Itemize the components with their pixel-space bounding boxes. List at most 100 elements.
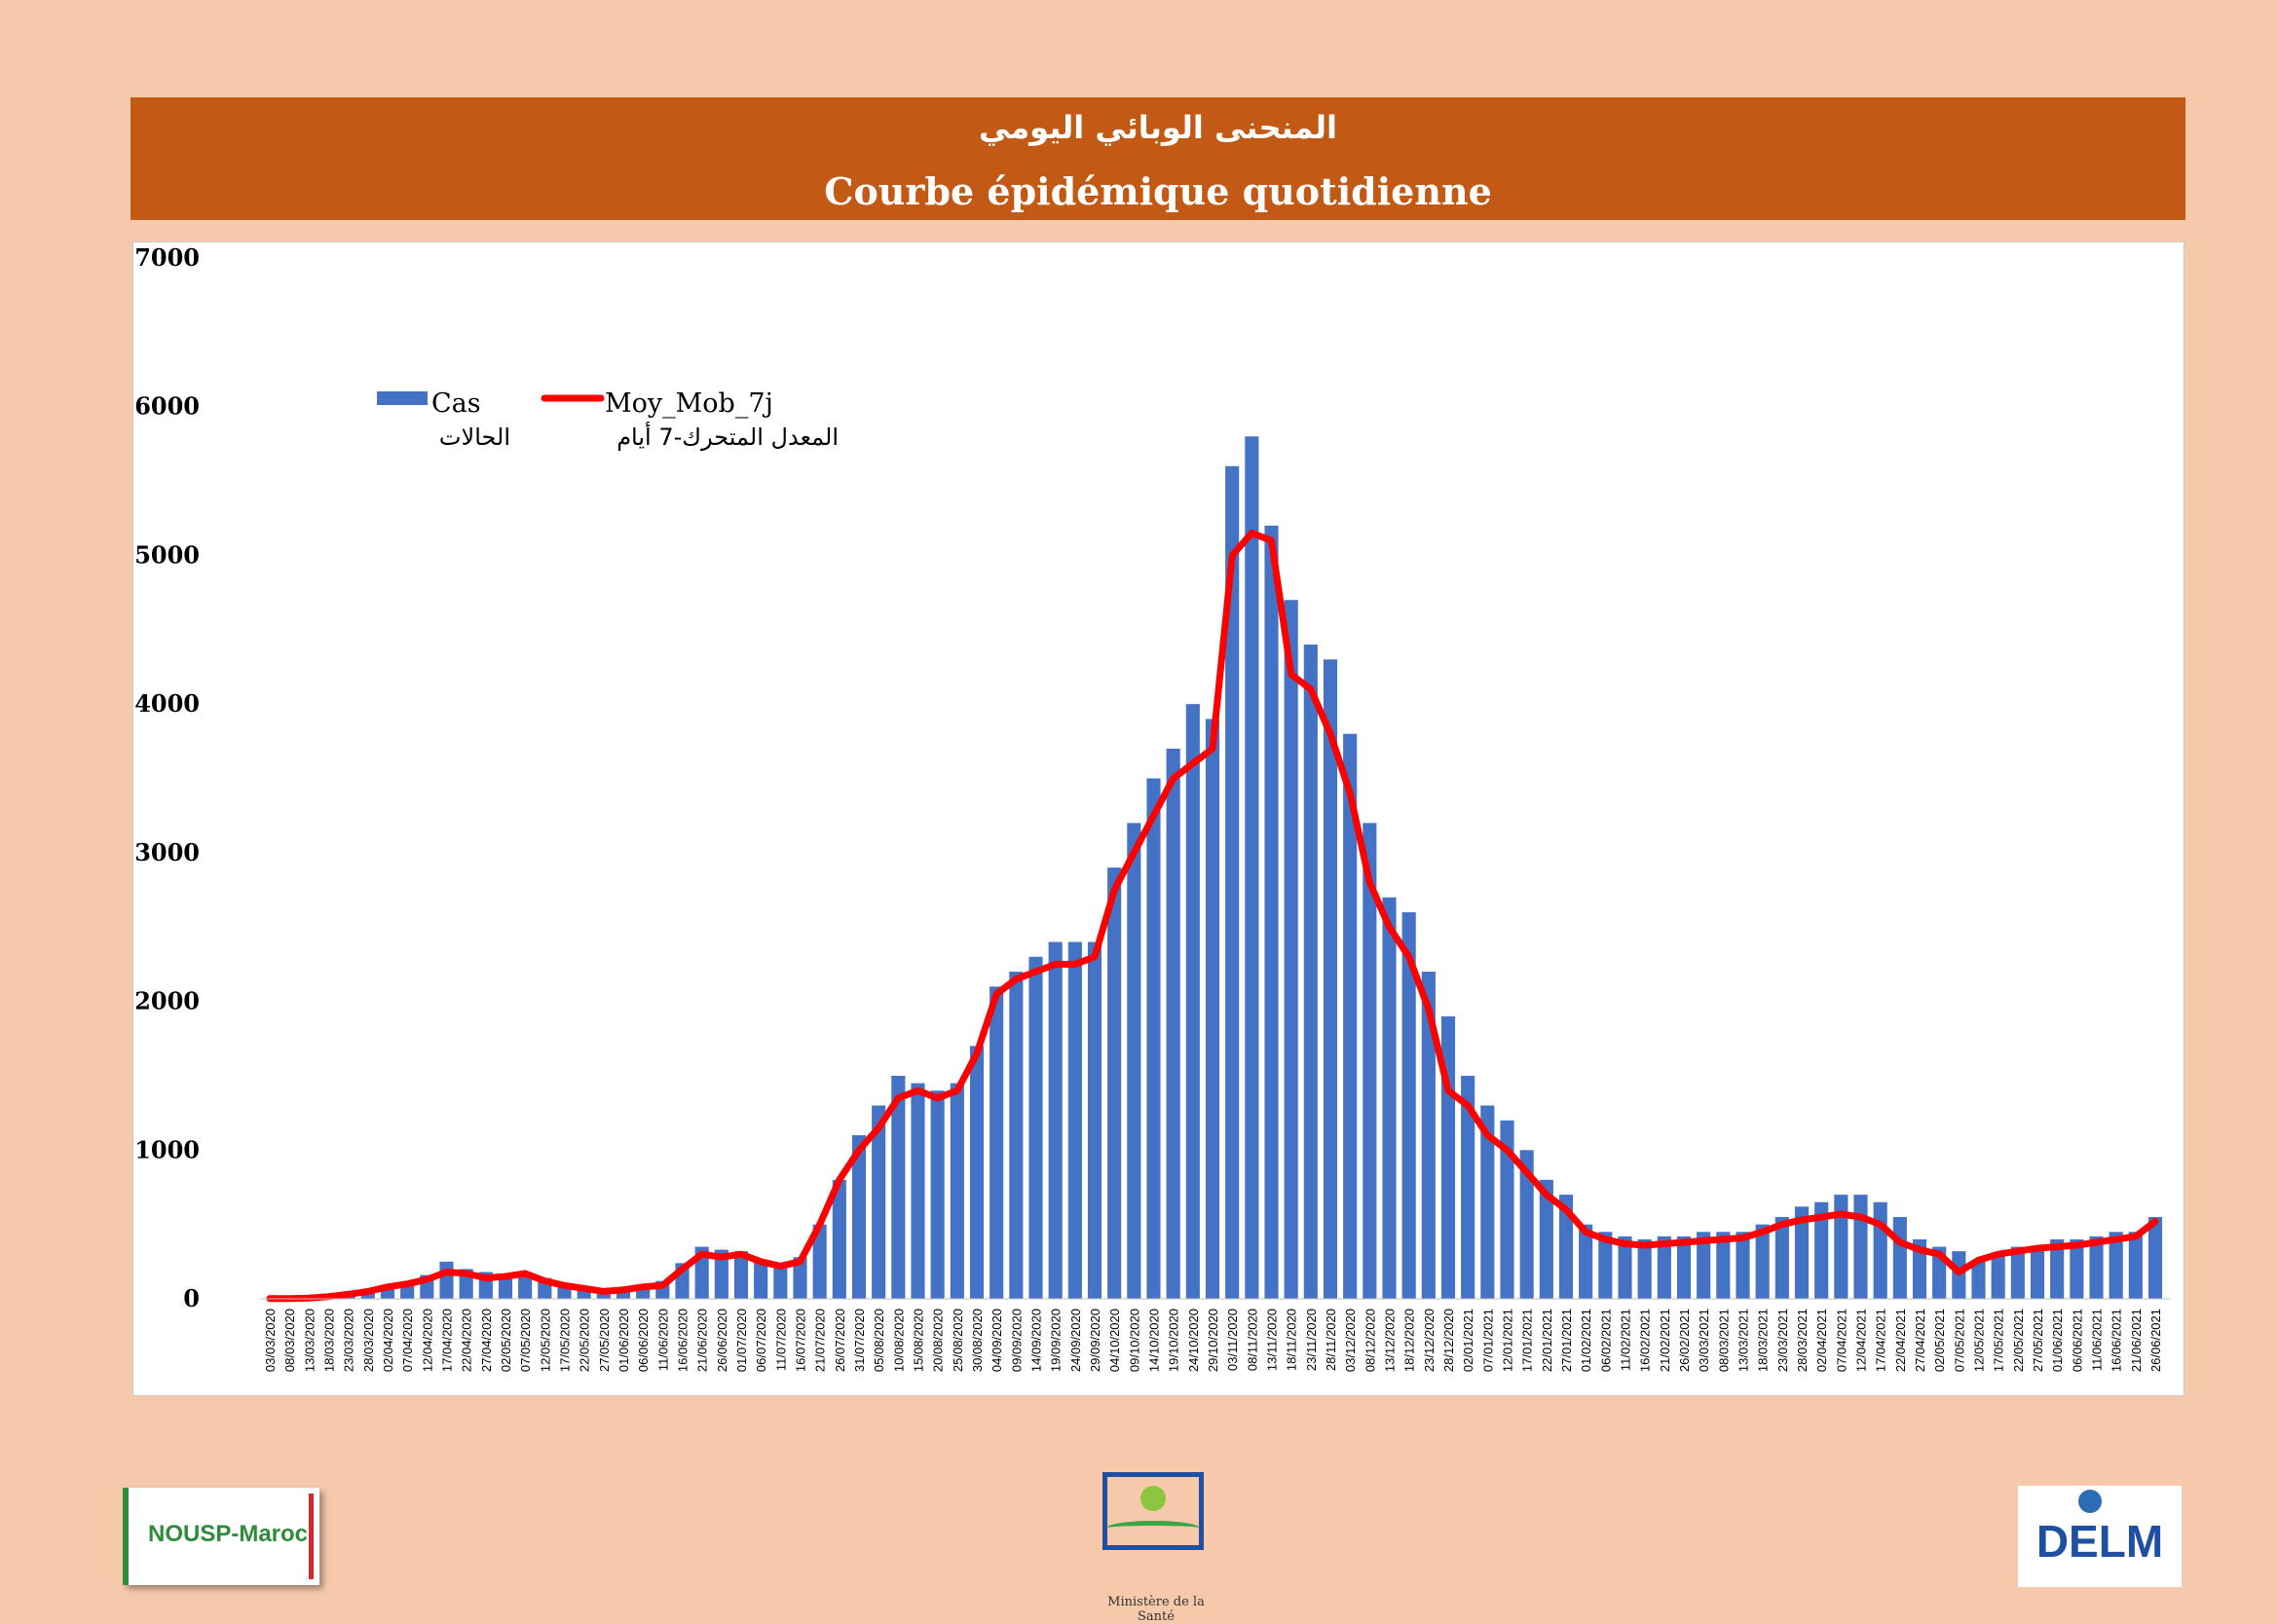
x-tick-label: 22/04/2020 bbox=[460, 1309, 474, 1372]
x-tick-label: 22/05/2021 bbox=[2011, 1309, 2026, 1372]
legend-bars-swatch bbox=[377, 391, 428, 405]
bar bbox=[1991, 1254, 2005, 1299]
bar bbox=[1401, 911, 1416, 1299]
x-tick-label: 21/06/2020 bbox=[695, 1309, 710, 1372]
bar bbox=[1382, 897, 1397, 1299]
bar bbox=[616, 1288, 631, 1299]
bar bbox=[1676, 1236, 1692, 1299]
bar bbox=[2010, 1246, 2025, 1299]
bar bbox=[1146, 778, 1161, 1299]
bar bbox=[950, 1083, 964, 1299]
bar bbox=[1539, 1179, 1553, 1299]
ministry-caption: Ministère de la Santé bbox=[1107, 1595, 1205, 1624]
bar bbox=[1500, 1120, 1514, 1299]
bar bbox=[773, 1264, 788, 1299]
x-tick-label: 23/12/2020 bbox=[1422, 1309, 1437, 1372]
bar bbox=[793, 1257, 807, 1299]
x-tick-label: 27/01/2021 bbox=[1559, 1309, 1574, 1372]
x-tick-label: 02/04/2021 bbox=[1814, 1309, 1829, 1372]
x-tick-label: 23/11/2020 bbox=[1304, 1309, 1319, 1371]
bar bbox=[1421, 972, 1436, 1299]
bar bbox=[1971, 1261, 1986, 1299]
bar bbox=[1873, 1201, 1887, 1299]
x-tick-label: 19/09/2020 bbox=[1049, 1309, 1064, 1372]
x-tick-label: 13/03/2021 bbox=[1737, 1309, 1751, 1372]
x-tick-label: 01/07/2020 bbox=[734, 1309, 749, 1372]
x-tick-label: 11/07/2020 bbox=[773, 1309, 788, 1371]
x-tick-label: 03/12/2020 bbox=[1343, 1309, 1358, 1372]
x-tick-label: 12/05/2020 bbox=[538, 1309, 552, 1372]
x-tick-label: 07/05/2020 bbox=[518, 1309, 533, 1372]
bar bbox=[2147, 1217, 2163, 1299]
x-tick-label: 02/01/2021 bbox=[1461, 1309, 1475, 1372]
x-tick-label: 12/04/2020 bbox=[420, 1309, 434, 1372]
bar bbox=[1794, 1206, 1810, 1299]
x-tick-label: 14/10/2020 bbox=[1147, 1309, 1162, 1372]
epidemic-curve-chart: 0 1000 2000 3000 4000 5000 6000 7000 03/03/2020 0… bbox=[134, 243, 2171, 1372]
title-french: Courbe épidémique quotidienne bbox=[824, 169, 1492, 213]
x-tick-label: 01/06/2020 bbox=[616, 1309, 631, 1372]
x-tick-label: 23/03/2021 bbox=[1775, 1309, 1790, 1372]
x-tick-label: 02/05/2020 bbox=[499, 1309, 513, 1372]
bar bbox=[1558, 1195, 1574, 1299]
y-tick-label: 0 bbox=[183, 1284, 200, 1312]
bar bbox=[2089, 1236, 2104, 1299]
nousp-logo-text: NOUSP-Maroc bbox=[148, 1521, 309, 1547]
bar bbox=[1284, 600, 1298, 1299]
legend-line-label-ar: المعدل المتحرك-7 أيام bbox=[616, 422, 839, 451]
x-tick-label: 17/04/2020 bbox=[440, 1309, 455, 1372]
x-tick-label: 26/07/2020 bbox=[833, 1309, 847, 1372]
x-tick-label: 28/03/2021 bbox=[1795, 1309, 1810, 1372]
x-tick-label: 26/06/2020 bbox=[715, 1309, 729, 1372]
x-tick-label: 08/11/2020 bbox=[1245, 1309, 1259, 1371]
bar bbox=[990, 986, 1004, 1299]
x-tick-label: 07/04/2021 bbox=[1834, 1309, 1849, 1372]
x-tick-label: 08/03/2021 bbox=[1716, 1309, 1731, 1372]
bar bbox=[872, 1105, 886, 1299]
x-tick-label: 17/04/2021 bbox=[1874, 1309, 1888, 1372]
x-tick-label: 04/10/2020 bbox=[1107, 1309, 1122, 1372]
bar bbox=[812, 1224, 827, 1299]
bar bbox=[851, 1135, 867, 1299]
x-tick-label: 18/11/2020 bbox=[1285, 1309, 1299, 1371]
bar bbox=[832, 1179, 846, 1299]
x-tick-label: 21/07/2020 bbox=[813, 1309, 828, 1372]
x-tick-label: 28/03/2020 bbox=[361, 1309, 376, 1372]
legend-line-label: Moy_Mob_7j bbox=[605, 388, 773, 419]
bar bbox=[1225, 465, 1240, 1299]
bar bbox=[1579, 1224, 1593, 1299]
bar bbox=[518, 1272, 533, 1299]
bar bbox=[1009, 972, 1024, 1299]
bar bbox=[1264, 525, 1279, 1299]
y-tick-label: 4000 bbox=[134, 689, 200, 718]
x-tick-label: 22/04/2021 bbox=[1893, 1309, 1908, 1372]
bar bbox=[2128, 1232, 2143, 1299]
y-tick-label: 5000 bbox=[134, 540, 200, 569]
x-tick-label: 11/06/2021 bbox=[2090, 1309, 2105, 1371]
x-tick-label: 29/09/2020 bbox=[1088, 1309, 1102, 1372]
nousp-maroc-logo: NOUSP-Maroc bbox=[123, 1488, 319, 1585]
bar bbox=[2030, 1246, 2045, 1299]
x-tick-label: 27/04/2020 bbox=[479, 1309, 494, 1372]
bar bbox=[1028, 956, 1043, 1299]
ministry-of-health-logo: Ministère de la Santé bbox=[1093, 1472, 1219, 1624]
x-tick-label: 15/08/2020 bbox=[912, 1309, 926, 1372]
bar bbox=[1205, 719, 1220, 1299]
x-tick-label: 01/06/2021 bbox=[2050, 1309, 2065, 1372]
y-tick-label: 7000 bbox=[134, 243, 200, 272]
x-tick-label: 13/03/2020 bbox=[302, 1309, 317, 1372]
moving-average-line bbox=[266, 530, 2159, 1303]
bar bbox=[1343, 733, 1358, 1299]
bar bbox=[1087, 941, 1102, 1299]
bar bbox=[1736, 1232, 1750, 1299]
bar bbox=[1814, 1201, 1829, 1299]
x-tick-label: 17/01/2021 bbox=[1520, 1309, 1535, 1372]
bar bbox=[1774, 1217, 1789, 1299]
bar bbox=[1048, 941, 1063, 1299]
x-tick-label: 16/06/2020 bbox=[676, 1309, 691, 1372]
x-tick-label: 07/05/2021 bbox=[1952, 1309, 1966, 1372]
bar bbox=[1912, 1238, 1927, 1299]
title-arabic: المنحنى الوبائي اليومي bbox=[978, 109, 1338, 146]
ministry-emblem-sun-icon bbox=[1140, 1486, 1166, 1511]
x-tick-label: 02/05/2021 bbox=[1932, 1309, 1947, 1372]
